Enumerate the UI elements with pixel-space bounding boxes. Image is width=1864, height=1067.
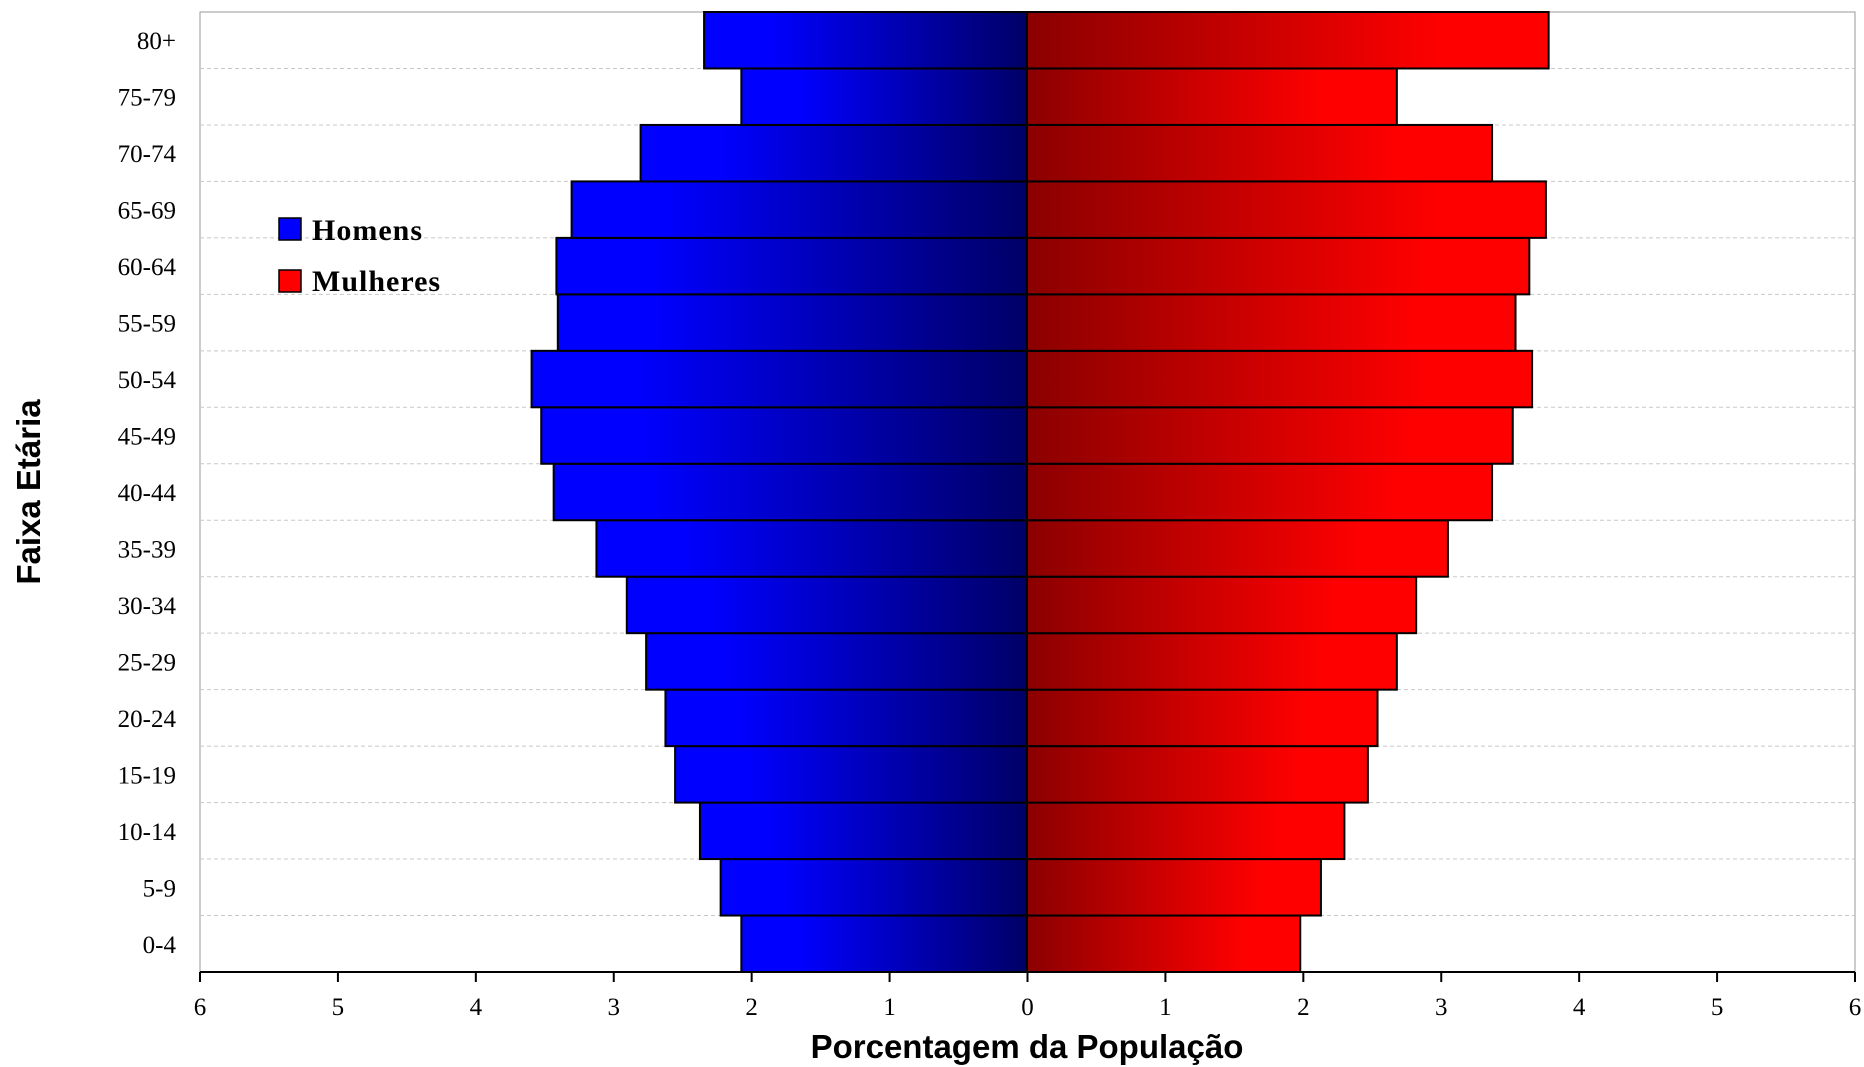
bar-mulheres-20-24: [1026, 688, 1379, 748]
y-tick-label: 15-19: [118, 762, 176, 789]
bar-homens-80+: [703, 11, 1029, 70]
bar-mulheres-75-79: [1026, 67, 1398, 126]
y-tick-label: 0-4: [143, 932, 177, 959]
bar-mulheres-25-29: [1026, 632, 1398, 691]
x-tick-label: 2: [745, 994, 758, 1021]
bar-mulheres-35-39: [1026, 519, 1449, 578]
bar-mulheres-50-54: [1026, 349, 1534, 409]
x-tick-label: 1: [1159, 994, 1172, 1021]
bar-mulheres-70-74: [1026, 123, 1494, 183]
bar-homens-5-9: [719, 858, 1028, 917]
x-tick-label: 1: [883, 994, 896, 1021]
y-tick-label: 80+: [137, 28, 176, 55]
bar-homens-20-24: [664, 688, 1028, 748]
bar-mulheres-30-34: [1026, 575, 1418, 635]
x-axis-title: Porcentagem da População: [811, 1028, 1244, 1065]
y-tick-label: 50-54: [118, 367, 177, 394]
bar-mulheres-45-49: [1026, 406, 1514, 465]
bar-mulheres-10-14: [1026, 801, 1346, 861]
bar-homens-75-79: [740, 67, 1029, 126]
x-tick-label: 0: [1021, 994, 1034, 1021]
y-tick-label: 20-24: [118, 706, 177, 733]
y-tick-label: 45-49: [118, 424, 176, 451]
x-tick-label: 3: [608, 994, 621, 1021]
x-tick-label: 2: [1297, 994, 1310, 1021]
x-tick-label: 5: [332, 994, 345, 1021]
y-tick-label: 40-44: [118, 480, 177, 507]
y-tick-label: 65-69: [118, 198, 176, 225]
bar-homens-35-39: [595, 519, 1028, 578]
y-tick-label: 60-64: [118, 254, 177, 281]
y-tick-label: 70-74: [118, 141, 177, 168]
bar-homens-50-54: [530, 349, 1029, 409]
y-tick-label: 55-59: [118, 311, 176, 338]
legend: Homens Mulheres: [278, 214, 441, 298]
bar-mulheres-15-19: [1026, 745, 1369, 804]
x-tick-label: 5: [1711, 994, 1724, 1021]
legend-swatch-mulheres: [278, 269, 302, 293]
bar-mulheres-40-44: [1026, 462, 1494, 522]
x-tick-label: 4: [470, 994, 483, 1021]
legend-swatch-homens: [278, 217, 302, 241]
bar-homens-0-4: [740, 914, 1029, 974]
bar-homens-65-69: [570, 180, 1028, 239]
x-tick-label: 3: [1435, 994, 1448, 1021]
bar-mulheres-60-64: [1026, 236, 1531, 296]
y-tick-labels: 0-4 5-9 10-14 15-19 20-24 25-29 30-34 35-39 40-4…: [118, 28, 177, 959]
y-axis-title: Faixa Etária: [10, 399, 47, 585]
bar-homens-25-29: [645, 632, 1028, 691]
bar-mulheres-65-69: [1026, 180, 1547, 239]
bar-homens-15-19: [674, 745, 1028, 804]
bar-mulheres-0-4: [1026, 914, 1302, 974]
x-tick-label: 6: [1849, 994, 1862, 1021]
x-tick-label: 6: [194, 994, 207, 1021]
bar-homens-55-59: [556, 293, 1028, 352]
y-tick-label: 30-34: [118, 593, 177, 620]
bar-mulheres-80+: [1026, 11, 1550, 70]
x-tick-label: 4: [1573, 994, 1586, 1021]
y-tick-label: 5-9: [143, 875, 176, 902]
bar-homens-45-49: [540, 406, 1028, 465]
legend-label-homens: Homens: [312, 214, 423, 247]
bar-mulheres-5-9: [1026, 858, 1322, 917]
bar-homens-30-34: [625, 575, 1028, 635]
y-tick-label: 10-14: [118, 819, 177, 846]
bar-homens-60-64: [555, 236, 1028, 296]
y-tick-label: 75-79: [118, 85, 176, 112]
y-tick-label: 35-39: [118, 536, 176, 563]
y-tick-label: 25-29: [118, 649, 176, 676]
bar-homens-10-14: [698, 801, 1028, 861]
bars-group: [530, 11, 1550, 974]
x-ticks: 6 5 4 3 2 1 0 1 2 3 4 5 6: [194, 972, 1862, 1021]
bar-mulheres-55-59: [1026, 293, 1517, 352]
bar-homens-70-74: [639, 123, 1028, 183]
bar-homens-40-44: [552, 462, 1028, 522]
legend-label-mulheres: Mulheres: [312, 265, 441, 298]
